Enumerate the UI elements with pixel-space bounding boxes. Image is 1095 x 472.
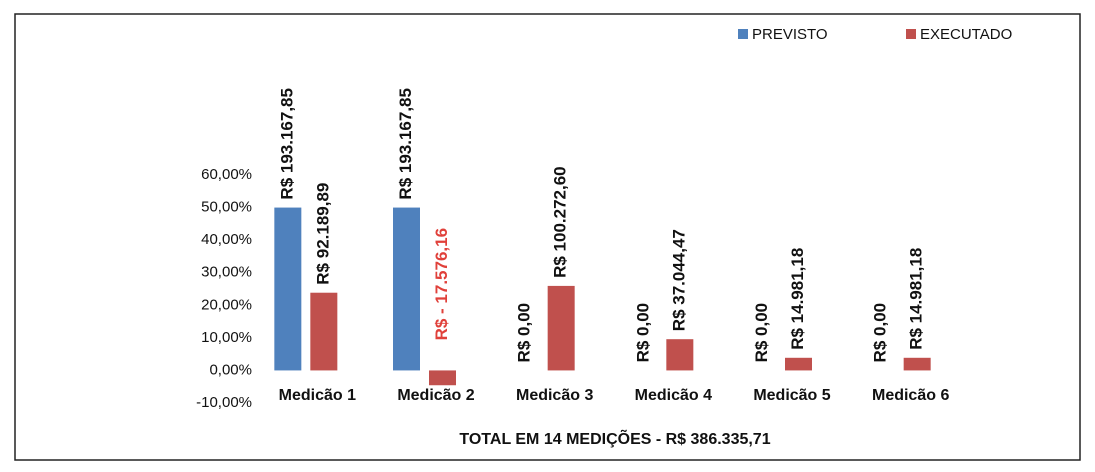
y-tick-label: 40,00% — [201, 231, 252, 248]
bar — [547, 285, 575, 371]
legend-label: EXECUTADO — [920, 26, 1012, 43]
data-label: R$ 100.272,60 — [551, 166, 570, 278]
y-tick-label: 30,00% — [201, 264, 252, 281]
bar — [310, 292, 338, 371]
y-tick-label: 50,00% — [201, 199, 252, 216]
bar — [429, 370, 456, 386]
data-label: R$ 193.167,85 — [277, 88, 296, 200]
x-tick-label: Medicão 6 — [872, 387, 949, 404]
data-label: R$ - 17.576,16 — [432, 228, 451, 340]
x-tick-label: Medicão 1 — [279, 387, 356, 404]
legend-swatch — [738, 29, 748, 39]
x-tick-label: Medicão 2 — [397, 387, 474, 404]
y-tick-label: 60,00% — [201, 166, 252, 183]
x-axis-label: TOTAL EM 14 MEDIÇÕES - R$ 386.335,71 — [459, 428, 770, 448]
bar — [785, 357, 812, 371]
y-tick-label: 20,00% — [201, 296, 252, 313]
legend-label: PREVISTO — [752, 26, 828, 43]
x-tick-label: Medicão 3 — [516, 387, 593, 404]
data-label: R$ 92.189,89 — [313, 183, 332, 285]
bar — [903, 357, 931, 371]
data-label: R$ 37.044,47 — [669, 229, 688, 331]
y-tick-label: 0,00% — [209, 361, 252, 378]
y-tick-label: -10,00% — [196, 394, 252, 411]
data-label: R$ 0,00 — [515, 303, 534, 363]
data-label: R$ 0,00 — [871, 303, 890, 363]
chart-border — [14, 13, 1081, 461]
legend-swatch — [906, 29, 916, 39]
data-label: R$ 193.167,85 — [396, 88, 415, 200]
bar — [393, 207, 420, 371]
data-label: R$ 14.981,18 — [907, 248, 926, 350]
data-label: R$ 0,00 — [752, 303, 771, 363]
x-tick-label: Medicão 5 — [753, 387, 830, 404]
bar — [274, 207, 302, 371]
bar — [666, 339, 694, 371]
x-tick-label: Medicão 4 — [635, 387, 712, 404]
data-label: R$ 0,00 — [633, 303, 652, 363]
data-label: R$ 14.981,18 — [788, 248, 807, 350]
y-tick-label: 10,00% — [201, 329, 252, 346]
